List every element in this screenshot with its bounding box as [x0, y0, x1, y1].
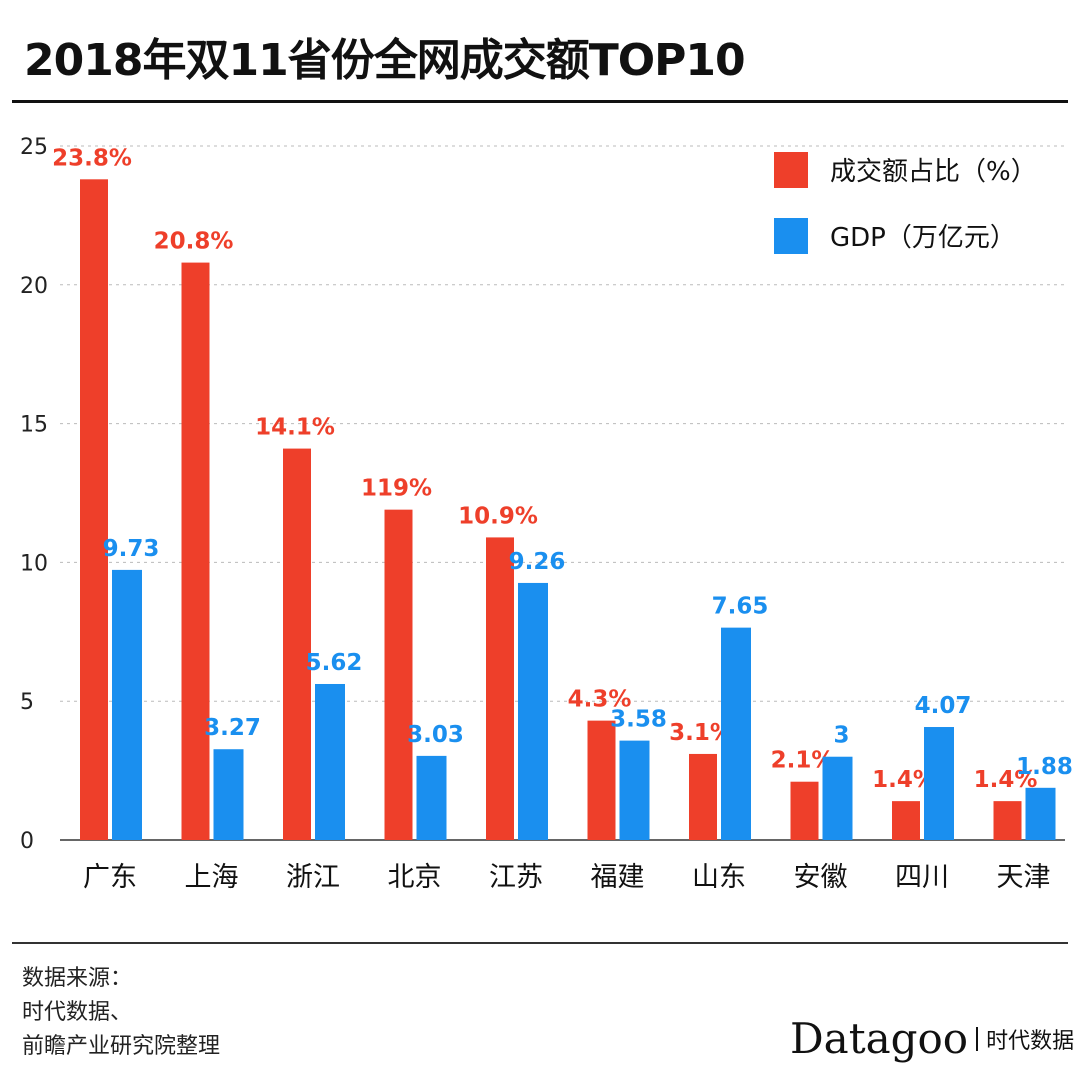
share-bar [283, 448, 311, 840]
source-line: 数据来源： [22, 966, 133, 991]
share-bar [181, 262, 210, 840]
gdp-bar [112, 569, 142, 840]
gdp-data-label: 9.73 [103, 536, 160, 562]
source-line: 时代数据、 [22, 1000, 133, 1025]
share-data-label: 23.8% [52, 145, 132, 171]
x-tick-label: 山东 [692, 862, 746, 893]
share-bar [993, 801, 1022, 840]
logo-brand: Datagoo [790, 1014, 969, 1063]
share-data-label: 119% [361, 476, 432, 502]
x-tick-label: 天津 [997, 862, 1051, 893]
legend-label: GDP（万亿元） [830, 223, 1016, 253]
footer-divider [12, 942, 1068, 944]
gdp-data-label: 3 [833, 723, 849, 749]
share-data-label: 20.8% [154, 229, 234, 255]
gdp-bar [315, 683, 345, 840]
gdp-data-label: 7.65 [712, 594, 769, 620]
title-divider [12, 100, 1068, 103]
x-tick-label: 江苏 [489, 862, 543, 893]
gdp-data-label: 9.26 [509, 549, 566, 575]
share-bar [384, 509, 413, 840]
gdp-bar [721, 627, 751, 840]
gdp-data-label: 1.88 [1016, 754, 1073, 780]
x-tick-label: 广东 [83, 862, 137, 893]
y-tick-label: 5 [20, 690, 34, 715]
gdp-bar [1025, 787, 1056, 840]
share-bar [689, 753, 717, 840]
y-tick-label: 0 [20, 829, 34, 854]
share-bar [790, 781, 819, 840]
share-data-label: 10.9% [458, 503, 538, 529]
gdp-data-label: 3.58 [610, 707, 667, 733]
share-bar [587, 720, 616, 840]
x-tick-label: 北京 [388, 862, 442, 893]
y-tick-label: 20 [20, 274, 48, 299]
source-note: 数据来源： 时代数据、 前瞻产业研究院整理 [22, 962, 220, 1064]
y-tick-label: 10 [20, 551, 48, 576]
logo-separator [976, 1026, 979, 1051]
x-tick-label: 浙江 [286, 862, 340, 893]
chart-title: 2018年双11省份全网成交额TOP10 [24, 35, 746, 86]
legend-label: 成交额占比（%） [830, 157, 1037, 187]
datagoo-logo: Datagoo 时代数据 [790, 1014, 1074, 1063]
logo-cn: 时代数据 [986, 1028, 1075, 1054]
x-tick-label: 福建 [591, 862, 645, 893]
gdp-bar [213, 749, 244, 840]
share-bar [892, 801, 920, 840]
gdp-data-label: 3.27 [204, 715, 261, 741]
gdp-bar [619, 740, 650, 840]
share-bar [80, 179, 108, 840]
y-tick-label: 15 [20, 413, 48, 438]
gdp-data-label: 5.62 [306, 650, 363, 676]
x-tick-label: 四川 [895, 862, 949, 893]
legend-swatch [774, 152, 808, 188]
x-tick-label: 上海 [185, 862, 239, 893]
share-data-label: 4.3% [568, 687, 632, 713]
gdp-bar [416, 755, 447, 840]
share-bar [486, 537, 514, 840]
gdp-bar [518, 582, 548, 840]
bar-chart: 0 5 10 15 20 25 23.8% 9.73 广东 20.8% 3.27 上海 14.1% 5.6… [20, 135, 1073, 893]
x-tick-label: 安徽 [794, 862, 848, 893]
share-data-label: 14.1% [255, 415, 335, 441]
source-line: 前瞻产业研究院整理 [22, 1034, 221, 1059]
gdp-bar [924, 727, 954, 840]
gdp-data-label: 4.07 [915, 693, 972, 719]
y-tick-label: 25 [20, 135, 48, 160]
gdp-bar [822, 756, 853, 840]
gdp-data-label: 3.03 [407, 722, 464, 748]
legend-swatch [774, 218, 808, 254]
